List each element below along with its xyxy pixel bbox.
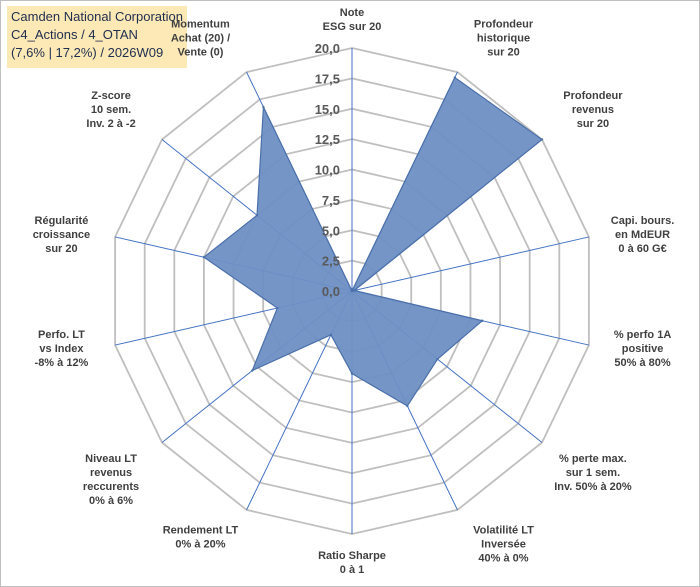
axis-label: Note ESG sur 20 [323, 7, 382, 33]
axis-label-line: Capi. bours. [611, 215, 675, 227]
axis-label: Volatilité LT Inversée 40% à 0% [473, 525, 534, 565]
data-point [436, 357, 439, 361]
axis-label-line: Inv. 50% à 20% [554, 481, 632, 493]
data-point [453, 76, 456, 79]
tick-label: 5,0 [322, 223, 340, 238]
data-point [251, 369, 254, 372]
title-box: Camden National Corporation C4_Actions /… [7, 6, 187, 68]
company-name: Camden National Corporation [11, 9, 183, 24]
axis-label-line: Z-score [91, 90, 131, 102]
axis-label-line: sur 20 [487, 46, 519, 58]
axis-label-line: Volatilité LT [473, 525, 534, 537]
axis-label-line: Ratio Sharpe [318, 550, 386, 562]
axis-label-line: ESG sur 20 [323, 21, 382, 33]
data-point [202, 256, 206, 259]
axis-label-line: croissance [33, 229, 90, 241]
axis-label-line: Note [340, 7, 364, 19]
axis-label-line: % perfo 1A [614, 329, 672, 341]
tick-label: 12,5 [315, 132, 340, 147]
data-point [540, 138, 544, 141]
axis-label: Niveau LT revenus reccurents 0% à 6% [83, 453, 139, 507]
period-label: (7,6% | 17,2%) / 2026W09 [11, 45, 164, 60]
axis-label-line: Achat (20) / [171, 32, 230, 44]
axis-label: Ratio Sharpe 0 à 1 [318, 550, 386, 576]
data-point [353, 289, 356, 292]
axis-label: % perfo 1A positive 50% à 80% [614, 329, 672, 369]
axis-label-line: Inv. 2 à -2 [86, 118, 135, 130]
axis-label: Perfo. LT vs Index -8% à 12% [35, 329, 89, 369]
axis-label: Rendement LT 0% à 20% [163, 525, 239, 551]
axis-label-line: sur 20 [45, 243, 77, 255]
axis-label-line: revenus [572, 104, 614, 116]
axis-label-line: % perte max. [559, 453, 627, 465]
tick-label: 0,0 [322, 284, 340, 299]
axis-label-line: 50% à 80% [614, 357, 670, 369]
axis-label-line: Vente (0) [178, 46, 224, 58]
axis-label-line: Profondeur [563, 90, 623, 102]
tick-label: 10,0 [315, 163, 340, 178]
axis-label-line: vs Index [39, 343, 84, 355]
axis-label-line: Niveau LT [85, 453, 137, 465]
axis-label-line: revenus [90, 467, 132, 479]
axis-label: Profondeur historique sur 20 [474, 18, 534, 58]
axis-label-line: Perfo. LT [38, 329, 85, 341]
axis-label-line: sur 1 sem. [566, 467, 620, 479]
data-series-area [202, 76, 543, 407]
data-point [255, 214, 259, 217]
data-point [262, 105, 265, 109]
axis-label-line: positive [622, 343, 664, 355]
category-label: C4_Actions / 4_OTAN [11, 27, 138, 42]
axis-label-line: reccurents [83, 481, 139, 493]
axis-label: Capi. bours. en MdEUR 0 à 60 G€ [611, 215, 675, 255]
axis-label: Z-score 10 sem. Inv. 2 à -2 [86, 90, 135, 130]
axis-label-line: Momentum [171, 18, 230, 30]
axis-label: % perte max. sur 1 sem. Inv. 50% à 20% [554, 453, 632, 493]
data-point [406, 404, 409, 408]
data-point [329, 333, 333, 336]
tick-label: 2,5 [322, 254, 340, 269]
axis-label-line: Inversée [481, 539, 526, 551]
axis-label-line: 0% à 20% [175, 539, 225, 551]
axis-label-line: Rendement LT [163, 525, 239, 537]
axis-label-line: historique [477, 32, 530, 44]
axis-label-line: 40% à 0% [478, 553, 528, 565]
data-point [350, 289, 354, 293]
data-point [481, 319, 484, 322]
tick-label: 20,0 [315, 41, 340, 56]
axis-label-line: sur 20 [577, 118, 609, 130]
axis-label-line: -8% à 12% [35, 357, 89, 369]
data-point [276, 306, 279, 310]
tick-label: 15,0 [315, 102, 340, 117]
axis-label-line: 0% à 6% [89, 495, 133, 507]
axis-label-line: Régularité [35, 215, 89, 227]
axis-spoke [351, 236, 590, 292]
axis-label: Momentum Achat (20) / Vente (0) [171, 18, 230, 58]
axis-label-line: 0 à 1 [340, 564, 364, 576]
axis-label-line: 10 sem. [91, 104, 131, 116]
data-point [350, 372, 354, 375]
axis-label: Régularité croissance sur 20 [33, 215, 90, 255]
tick-label: 7,5 [322, 193, 340, 208]
axis-label-line: en MdEUR [615, 229, 670, 241]
axis-label-line: Profondeur [474, 18, 534, 30]
axis-label: Profondeur revenus sur 20 [563, 90, 623, 130]
axis-label-line: 0 à 60 G€ [618, 243, 666, 255]
tick-label: 17,5 [315, 71, 340, 86]
